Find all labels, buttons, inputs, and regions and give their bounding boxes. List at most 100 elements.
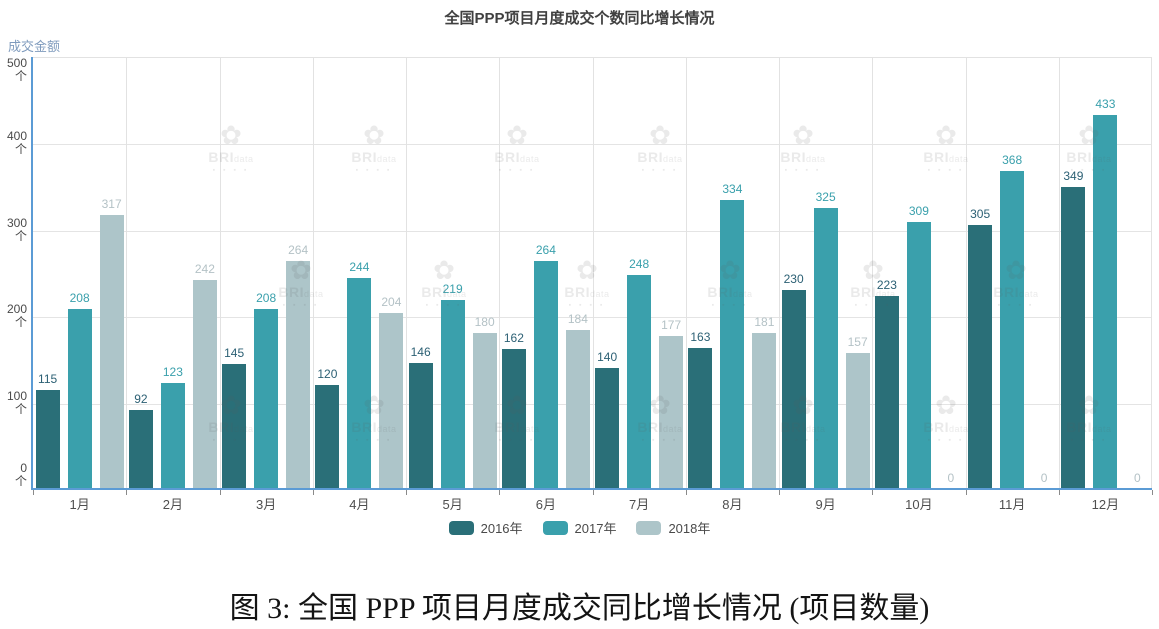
bar-2016年-11月 <box>968 225 993 489</box>
bar-column: 248 <box>627 256 652 489</box>
bar-column: 163 <box>688 330 713 489</box>
x-tick-label-3月: 3月 <box>256 497 277 512</box>
y-tick-label-400: 400 个 <box>6 129 27 157</box>
legend-swatch-icon <box>448 520 474 535</box>
bar-2018年-6月 <box>565 330 590 489</box>
bar-group-11月: 305 368 0 <box>966 58 1059 489</box>
bar-value-label: 349 <box>1063 169 1084 184</box>
gridline-vertical <box>685 58 687 489</box>
bar-column: 145 <box>222 346 247 489</box>
bar-column: 219 <box>440 282 465 489</box>
bar-column: 0 <box>1125 471 1149 489</box>
gridline-horizontal <box>33 230 1151 232</box>
bar-value-label: 123 <box>162 364 183 379</box>
x-tick-label-8月: 8月 <box>722 497 743 512</box>
bar-group-1月: 115 208 317 <box>33 58 126 489</box>
bar-2018年-7月 <box>659 336 684 489</box>
bar-value-label: 264 <box>288 242 309 257</box>
gridline-vertical <box>872 58 874 489</box>
bar-value-label: 146 <box>410 344 431 359</box>
bar-value-label: 92 <box>134 391 148 406</box>
bar-column: 433 <box>1093 97 1118 489</box>
bar-value-label: 120 <box>317 367 338 382</box>
bar-2017年-9月 <box>813 208 838 489</box>
x-axis-tick <box>219 490 221 495</box>
gridline-vertical <box>126 58 128 489</box>
x-axis-tick <box>499 490 501 495</box>
bar-2018年-1月 <box>99 215 124 489</box>
x-axis-line <box>31 488 1152 490</box>
bar-value-label: 0 <box>1040 471 1048 485</box>
bar-value-label: 163 <box>690 330 711 345</box>
legend-swatch-icon <box>636 520 662 535</box>
gridline-vertical <box>592 58 594 489</box>
bar-column: 244 <box>347 260 372 489</box>
legend-swatch-icon <box>542 520 568 535</box>
bar-value-label: 244 <box>349 260 370 275</box>
bar-column: 0 <box>1032 471 1056 489</box>
bar-group-7月: 140 248 177 <box>593 58 686 489</box>
bar-value-label: 204 <box>381 294 402 309</box>
bar-column: 115 <box>35 371 60 489</box>
legend-item-2016年[interactable]: 2016年 <box>448 518 523 537</box>
bar-column: 230 <box>781 272 806 489</box>
bar-column: 162 <box>501 331 526 489</box>
bar-value-label: 181 <box>754 314 775 329</box>
bar-column: 180 <box>472 315 497 489</box>
bar-group-8月: 163 334 181 <box>686 58 779 489</box>
x-tick-label-7月: 7月 <box>629 497 650 512</box>
x-axis-tick <box>1058 490 1060 495</box>
x-tick-label-5月: 5月 <box>442 497 463 512</box>
x-tick-label-1月: 1月 <box>69 497 90 512</box>
x-axis-tick <box>685 490 687 495</box>
bar-value-label: 325 <box>815 190 836 205</box>
bar-group-10月: 223 309 0 <box>872 58 965 489</box>
legend-label: 2017年 <box>574 521 617 536</box>
figure-caption: 图 3: 全国 PPP 项目月度成交同比增长情况 (项目数量) <box>229 592 930 625</box>
bar-column: 223 <box>874 278 899 489</box>
bar-value-label: 309 <box>908 204 929 219</box>
bar-column: 181 <box>752 314 777 489</box>
legend: 2016年 2017年 2018年 <box>0 518 1159 537</box>
bar-column: 177 <box>659 318 684 489</box>
bar-value-label: 0 <box>947 471 955 485</box>
bar-column: 92 <box>128 391 153 489</box>
bar-value-label: 157 <box>847 335 868 350</box>
bar-group-2月: 92 123 242 <box>126 58 219 489</box>
bar-column: 349 <box>1061 169 1086 489</box>
bar-2016年-6月 <box>501 349 526 489</box>
bar-group-5月: 146 219 180 <box>406 58 499 489</box>
legend-item-2018年[interactable]: 2018年 <box>636 518 710 537</box>
bar-value-label: 0 <box>1134 471 1141 485</box>
bar-2017年-6月 <box>533 260 558 489</box>
bar-column: 146 <box>408 344 433 489</box>
bar-2018年-3月 <box>286 260 311 489</box>
legend-item-2017年[interactable]: 2017年 <box>542 518 617 537</box>
bar-2017年-4月 <box>347 278 372 489</box>
bar-column: 184 <box>565 312 590 489</box>
x-axis-tick <box>965 490 967 495</box>
gridline-vertical <box>779 58 780 489</box>
bar-group-6月: 162 264 184 <box>499 58 592 489</box>
gridline-vertical <box>406 58 407 489</box>
bar-column: 120 <box>315 367 340 489</box>
gridline-horizontal <box>33 403 1151 405</box>
bar-value-label: 115 <box>38 371 58 386</box>
bar-2016年-3月 <box>222 363 247 489</box>
x-axis-tick <box>872 490 874 495</box>
bar-value-label: 208 <box>69 291 90 306</box>
bar-column: 208 <box>67 291 92 489</box>
bar-2018年-2月 <box>192 279 217 489</box>
bar-2017年-3月 <box>254 309 279 489</box>
bar-group-9月: 230 325 157 <box>779 58 872 489</box>
bar-value-label: 317 <box>101 197 122 212</box>
bar-column: 309 <box>906 204 931 489</box>
bar-2016年-7月 <box>595 368 620 489</box>
x-axis-tick <box>126 490 128 495</box>
bar-value-label: 248 <box>629 256 650 271</box>
bar-value-label: 140 <box>597 350 618 365</box>
bar-value-label: 368 <box>1002 153 1023 168</box>
gridline-horizontal <box>33 317 1151 319</box>
bar-2017年-8月 <box>720 200 745 489</box>
bar-2017年-12月 <box>1093 114 1118 489</box>
